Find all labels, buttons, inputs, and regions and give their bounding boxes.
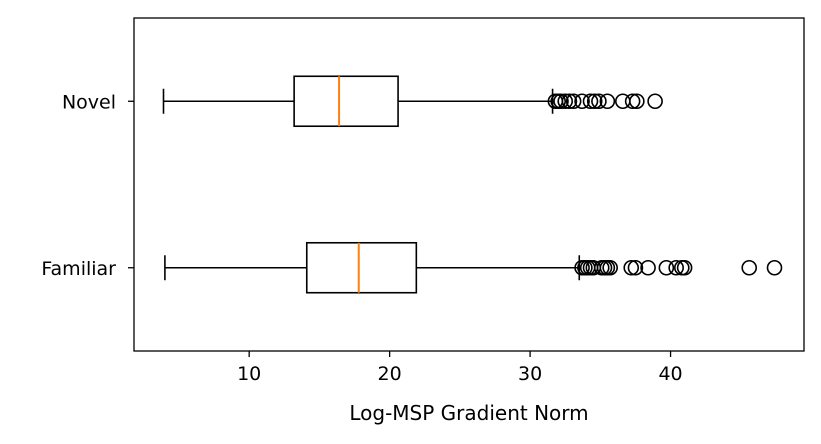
x-tick-label-30: 30: [518, 363, 542, 385]
x-axis-label: Log-MSP Gradient Norm: [349, 401, 588, 425]
outlier-novel-12: [624, 93, 641, 110]
outlier-novel-9: [591, 93, 607, 110]
y-tick-label-novel: Novel: [62, 91, 116, 113]
y-tick-label-familiar: Familiar: [41, 258, 116, 280]
outlier-familiar-9: [623, 259, 640, 276]
outlier-novel-13: [629, 93, 645, 110]
outlier-novel-5: [565, 93, 582, 110]
outlier-familiar-8: [602, 259, 618, 276]
box-group-familiar: [164, 241, 783, 294]
box-novel: [293, 75, 399, 128]
x-tick-label-40: 40: [658, 363, 682, 385]
outlier-familiar-12: [658, 259, 675, 276]
outlier-novel-14: [647, 93, 663, 110]
outlier-familiar-13: [668, 259, 684, 276]
y-axis: Familiar Novel: [41, 91, 134, 280]
x-tick-label-20: 20: [378, 363, 402, 385]
plot-frame: [133, 17, 805, 352]
outlier-familiar-17: [766, 259, 783, 276]
box-familiar: [305, 241, 418, 294]
outlier-familiar-16: [741, 259, 758, 276]
outlier-familiar-11: [640, 259, 656, 276]
x-tick-label-10: 10: [237, 363, 261, 385]
outlier-novel-10: [599, 93, 616, 110]
outlier-novel-6: [574, 93, 590, 110]
outlier-familiar-15: [676, 259, 693, 276]
x-axis: 10 20 30 40: [237, 351, 683, 385]
outlier-familiar-10: [627, 259, 644, 276]
outlier-novel-2: [553, 93, 569, 110]
box-group-novel: [162, 75, 663, 128]
outlier-novel-4: [561, 93, 578, 110]
outlier-novel-8: [586, 93, 603, 110]
outlier-novel-3: [557, 93, 574, 110]
plot-layer: [162, 75, 783, 294]
outlier-novel-7: [582, 93, 599, 110]
